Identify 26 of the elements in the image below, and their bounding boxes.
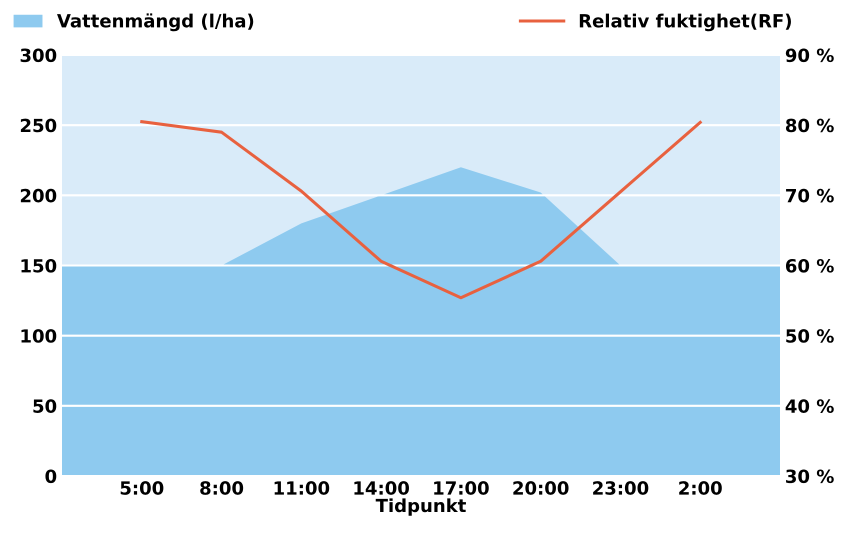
y-tick-label: 50 [33,399,56,413]
x-tick-label: 11:00 [274,481,330,495]
y2-tick-label: 90 % [786,48,834,62]
x-tick-label: 14:00 [354,481,409,495]
x-tick-label: 8:00 [200,481,244,495]
y2-tick-label: 50 % [786,329,834,343]
y2-tick-label: 80 % [786,118,834,132]
y-tick-label: 200 [20,188,56,202]
y2-tick-label: 70 % [786,188,834,202]
y2-tick-label: 60 % [786,258,834,273]
x-tick-label: 20:00 [513,481,569,495]
y-tick-label: 250 [20,118,56,132]
x-tick-label: 5:00 [120,481,164,495]
x-tick-label: 23:00 [593,481,648,495]
x-tick-label: 2:00 [679,481,722,495]
y2-tick-label: 40 % [786,399,834,413]
legend-label: Relativ fuktighet(RF) [580,14,791,32]
y-tick-label: 100 [21,329,56,343]
y-tick-label: 300 [20,48,56,62]
y2-tick-label: 30 % [786,469,834,484]
y-tick-label: 150 [21,258,56,273]
line-series [140,120,702,300]
legend-label: Vattenmängd (l/ha) [57,13,254,32]
x-tick-label: 17:00 [434,481,489,495]
y-tick-label: 0 [45,469,56,484]
x-axis-title: Tidpunkt [376,498,466,516]
